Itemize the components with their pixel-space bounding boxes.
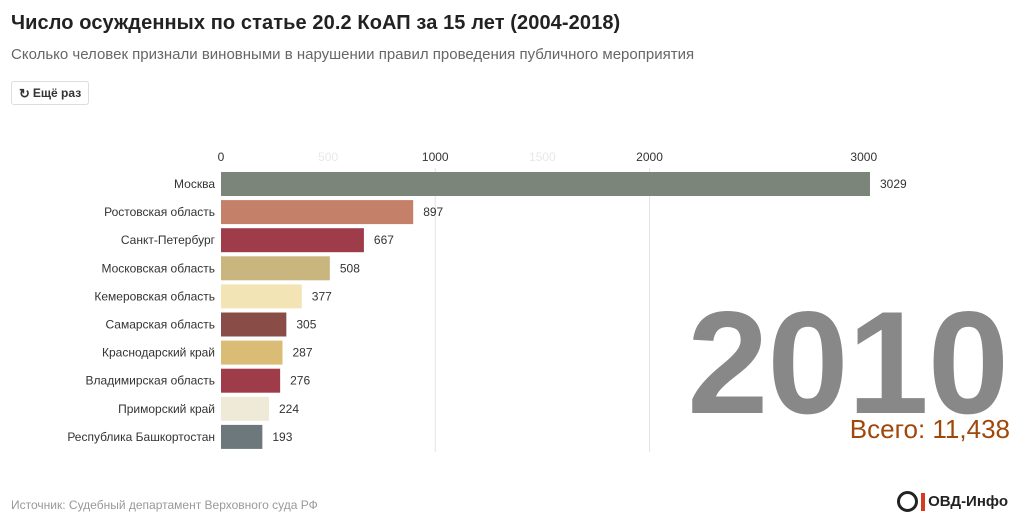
- category-label-3: Санкт-Петербург: [121, 233, 216, 247]
- bar-1: [221, 172, 870, 196]
- ovd-info-logo[interactable]: ОВД-Инфо: [897, 491, 1008, 512]
- logo-text: ОВД-Инфо: [928, 493, 1008, 510]
- x-tick-label-1500: 1500: [529, 150, 556, 164]
- bar-3: [221, 228, 364, 253]
- category-label-7: Краснодарский край: [102, 346, 215, 360]
- category-label-4: Московская область: [101, 261, 215, 275]
- x-tick-label-500: 500: [318, 150, 338, 164]
- category-label-6: Самарская область: [105, 318, 215, 332]
- value-label-1: 3029: [880, 177, 907, 191]
- category-label-10: Республика Башкортостан: [67, 430, 215, 444]
- logo-bar-icon: [921, 492, 926, 511]
- category-label-9: Приморский край: [118, 402, 215, 416]
- bar-7: [221, 340, 283, 365]
- value-label-10: 193: [272, 430, 292, 444]
- current-year-label: 2010: [687, 281, 1009, 444]
- bar-8: [221, 368, 281, 393]
- x-tick-label-3000: 3000: [850, 150, 877, 164]
- category-label-2: Ростовская область: [104, 205, 215, 219]
- category-label-1: Москва: [174, 177, 215, 191]
- bar-9: [221, 396, 269, 421]
- bar-6: [221, 312, 287, 337]
- total-count-label: Всего: 11,438: [849, 414, 1010, 444]
- x-tick-label-0: 0: [218, 150, 225, 164]
- x-tick-label-2000: 2000: [636, 150, 663, 164]
- value-label-9: 224: [279, 402, 299, 416]
- x-tick-label-1000: 1000: [422, 150, 449, 164]
- category-label-5: Кемеровская область: [94, 289, 215, 303]
- value-label-6: 305: [296, 318, 316, 332]
- value-label-7: 287: [292, 346, 312, 360]
- value-label-8: 276: [290, 374, 310, 388]
- replay-button[interactable]: ↻ Ещё раз: [11, 81, 90, 105]
- chart-title: Число осужденных по статье 20.2 КоАП за …: [11, 12, 621, 34]
- chart-subtitle: Сколько человек признали виновными в нар…: [11, 46, 695, 63]
- value-label-2: 897: [423, 205, 443, 219]
- bar-5: [221, 284, 302, 309]
- category-label-8: Владимирская область: [86, 374, 215, 388]
- value-label-5: 377: [312, 289, 332, 303]
- replay-button-label: Ещё раз: [32, 86, 82, 100]
- logo-circle-icon: [897, 491, 919, 512]
- bar-4: [221, 256, 330, 281]
- replay-icon: ↻: [19, 85, 30, 101]
- value-label-4: 508: [340, 261, 360, 275]
- value-label-3: 667: [374, 233, 394, 247]
- bar-10: [221, 424, 263, 449]
- source-note: Источник: Судебный департамент Верховног…: [11, 498, 318, 512]
- bar-2: [221, 200, 414, 225]
